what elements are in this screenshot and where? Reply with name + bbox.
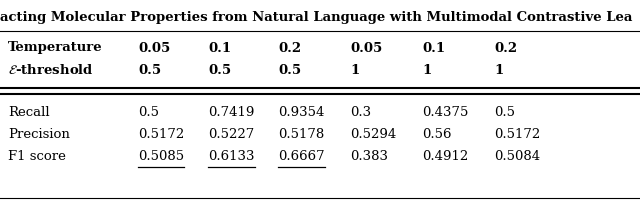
Text: 0.5178: 0.5178 — [278, 129, 324, 141]
Text: 0.2: 0.2 — [494, 42, 517, 54]
Text: 0.5227: 0.5227 — [208, 129, 254, 141]
Text: acting Molecular Properties from Natural Language with Multimodal Contrastive Le: acting Molecular Properties from Natural… — [0, 11, 632, 24]
Text: 0.5: 0.5 — [138, 63, 161, 77]
Text: 0.5172: 0.5172 — [138, 129, 184, 141]
Text: F1 score: F1 score — [8, 151, 66, 163]
Text: 1: 1 — [350, 63, 359, 77]
Text: 1: 1 — [422, 63, 431, 77]
Text: 0.1: 0.1 — [208, 42, 231, 54]
Text: 0.5294: 0.5294 — [350, 129, 396, 141]
Text: $\mathcal{E}$-threshold: $\mathcal{E}$-threshold — [8, 63, 94, 77]
Text: 0.56: 0.56 — [422, 129, 451, 141]
Text: 0.5172: 0.5172 — [494, 129, 540, 141]
Text: 0.5: 0.5 — [278, 63, 301, 77]
Text: 0.7419: 0.7419 — [208, 106, 254, 120]
Text: 0.5085: 0.5085 — [138, 151, 184, 163]
Text: Precision: Precision — [8, 129, 70, 141]
Text: 0.6667: 0.6667 — [278, 151, 324, 163]
Text: 0.383: 0.383 — [350, 151, 388, 163]
Text: 0.5: 0.5 — [208, 63, 231, 77]
Text: 0.05: 0.05 — [138, 42, 170, 54]
Text: 0.4912: 0.4912 — [422, 151, 468, 163]
Text: Temperature: Temperature — [8, 42, 102, 54]
Text: 0.3: 0.3 — [350, 106, 371, 120]
Text: 0.5084: 0.5084 — [494, 151, 540, 163]
Text: 0.1: 0.1 — [422, 42, 445, 54]
Text: 1: 1 — [494, 63, 503, 77]
Text: Recall: Recall — [8, 106, 50, 120]
Text: 0.5: 0.5 — [494, 106, 515, 120]
Text: 0.05: 0.05 — [350, 42, 382, 54]
Text: 0.4375: 0.4375 — [422, 106, 468, 120]
Text: 0.6133: 0.6133 — [208, 151, 255, 163]
Text: 0.5: 0.5 — [138, 106, 159, 120]
Text: 0.9354: 0.9354 — [278, 106, 324, 120]
Text: 0.2: 0.2 — [278, 42, 301, 54]
